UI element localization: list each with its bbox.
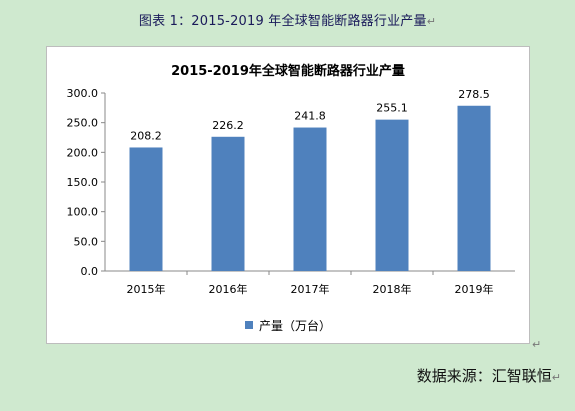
chart-container: 2015-2019年全球智能断路器行业产量 0.0 50.0 100.0 150.0 2… xyxy=(46,46,530,344)
figure-caption: 图表 1：2015-2019 年全球智能断路器行业产量↵ xyxy=(0,10,575,29)
x-tick-label: 2019年 xyxy=(455,282,494,296)
x-tick-label: 2017年 xyxy=(291,282,330,296)
y-tick-label: 0.0 xyxy=(81,265,99,278)
data-label: 255.1 xyxy=(376,102,408,115)
y-tick-label: 50.0 xyxy=(74,235,99,248)
paragraph-mark-icon: ↵ xyxy=(426,15,437,28)
data-label: 226.2 xyxy=(212,119,244,132)
y-tick-label: 200.0 xyxy=(67,146,99,159)
data-source: 数据来源：汇智联恒↵ xyxy=(417,365,561,386)
bar xyxy=(129,147,163,271)
data-label: 208.2 xyxy=(130,129,162,142)
x-tick-label: 2015年 xyxy=(127,282,166,296)
x-tick-label: 2018年 xyxy=(373,282,412,296)
bar xyxy=(211,136,245,271)
data-source-text: 数据来源：汇智联恒 xyxy=(416,367,552,385)
bar xyxy=(375,119,409,272)
y-tick-label: 100.0 xyxy=(67,206,99,219)
chart-legend: 产量（万台） xyxy=(47,317,529,334)
y-tick-label: 150.0 xyxy=(67,176,99,189)
legend-swatch xyxy=(244,321,253,329)
figure-caption-text: 图表 1：2015-2019 年全球智能断路器行业产量 xyxy=(138,14,427,29)
bar xyxy=(293,127,327,271)
y-tick-label: 300.0 xyxy=(67,87,99,100)
data-label: 241.8 xyxy=(294,110,326,123)
chart-title: 2015-2019年全球智能断路器行业产量 xyxy=(171,64,405,79)
legend-label: 产量（万台） xyxy=(258,319,331,333)
bar-chart: 0.0 50.0 100.0 150.0 200.0 250.0 300.0 208.2 201… xyxy=(67,87,515,296)
data-label: 278.5 xyxy=(458,88,490,101)
bar xyxy=(457,105,491,271)
y-tick-label: 250.0 xyxy=(67,117,99,130)
x-tick-label: 2016年 xyxy=(209,282,248,296)
paragraph-mark-icon: ↵ xyxy=(551,371,561,384)
paragraph-mark-icon: ↵ xyxy=(532,338,542,351)
